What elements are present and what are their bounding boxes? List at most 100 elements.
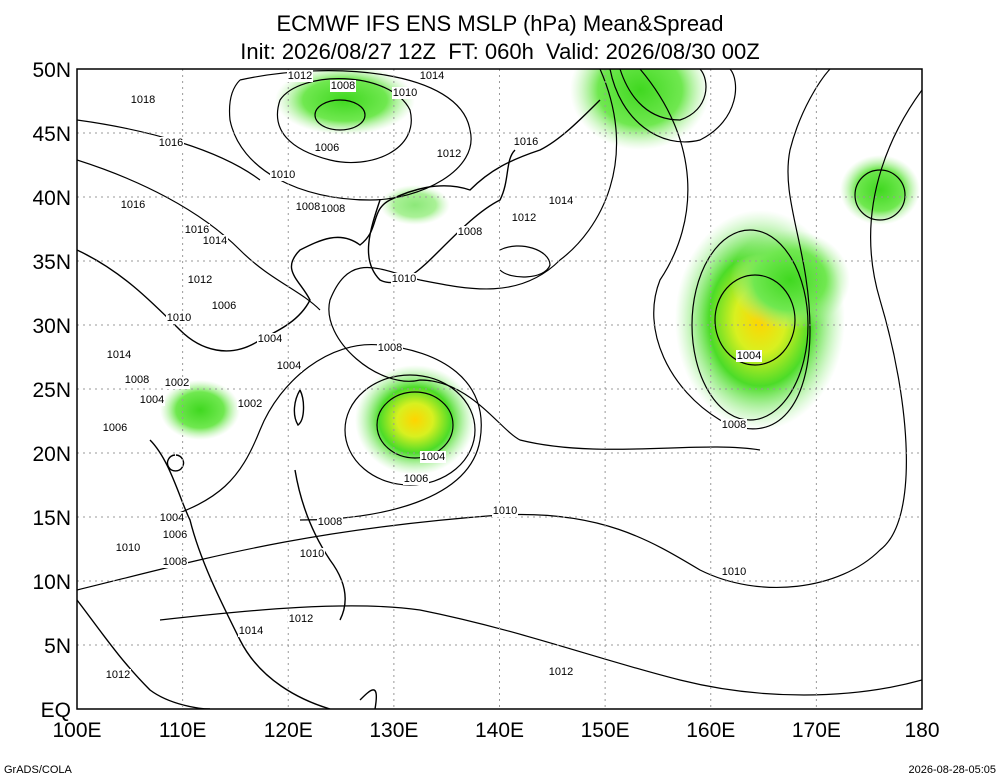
contour-label: 1008 xyxy=(318,516,342,528)
contour-label-bg xyxy=(115,542,141,554)
contour-label-bg xyxy=(392,87,418,99)
contour-label: 1014 xyxy=(420,70,444,82)
x-axis-label: 180 xyxy=(904,719,939,742)
contour-label-bg xyxy=(377,342,403,354)
contour-label: 1008 xyxy=(331,80,355,92)
contour-label-bg xyxy=(164,377,190,389)
isobar xyxy=(276,78,412,164)
contour-label-bg xyxy=(457,226,483,238)
isobar xyxy=(609,69,737,143)
contour-label: 1018 xyxy=(131,94,155,106)
x-axis-label: 110E xyxy=(159,719,207,742)
y-axis-label: 10N xyxy=(32,571,71,594)
contour-label: 1006 xyxy=(163,529,187,541)
isobar xyxy=(376,391,454,459)
contour-label-bg xyxy=(158,137,184,149)
contour-label: 1004 xyxy=(277,360,301,372)
contour-label: 1010 xyxy=(493,505,517,517)
contour-label: 1016 xyxy=(514,136,538,148)
x-axis-label: 100E xyxy=(52,719,101,742)
contour-label-bg xyxy=(288,613,314,625)
contour-label: 1010 xyxy=(300,548,324,560)
contour-label: 1008 xyxy=(458,226,482,238)
coastline xyxy=(149,439,331,709)
contour-label: 1002 xyxy=(238,398,262,410)
isobar xyxy=(619,69,707,121)
contour-label-bg xyxy=(287,70,313,82)
contour-label-bg xyxy=(166,312,192,324)
y-axis-label: 50N xyxy=(32,59,71,82)
contour-label-bg xyxy=(511,212,537,224)
contour-label: 1010 xyxy=(392,273,416,285)
isobar xyxy=(691,229,809,421)
contour-label-bg xyxy=(276,360,302,372)
contour-label-bg xyxy=(105,669,131,681)
contour-label: 1008 xyxy=(125,374,149,386)
x-axis-label: 160E xyxy=(686,719,735,742)
isobar xyxy=(499,245,551,278)
contour-label-bg xyxy=(317,516,343,528)
spread-area xyxy=(355,365,475,475)
contour-label-bg xyxy=(721,566,747,578)
frame xyxy=(76,68,923,710)
isobar xyxy=(714,274,796,366)
isobar xyxy=(854,169,906,221)
contour-label: 1004 xyxy=(140,394,164,406)
coastline xyxy=(166,389,346,621)
contour-label-bg xyxy=(330,80,356,92)
y-axis-label: 35N xyxy=(32,251,71,274)
x-axis-label: 150E xyxy=(581,719,630,742)
spread-area xyxy=(730,230,850,330)
contour-label: 1014 xyxy=(203,235,227,247)
contour-label-bg xyxy=(106,349,132,361)
contour-label-bg xyxy=(436,148,462,160)
contour-label-bg xyxy=(420,451,446,463)
contour-label-bg xyxy=(295,201,321,213)
x-axis-label: 130E xyxy=(369,719,418,742)
y-axis-label: EQ xyxy=(41,699,71,722)
contour-label-bg xyxy=(736,350,762,362)
contour-label: 1002 xyxy=(165,377,189,389)
contour-label-bg xyxy=(257,333,283,345)
footer-right: 2026-08-28-05:05 xyxy=(909,764,996,776)
coastlines xyxy=(77,99,601,709)
contour-label: 1012 xyxy=(106,669,130,681)
contour-label: 1014 xyxy=(107,349,131,361)
x-axis-label: 120E xyxy=(264,719,313,742)
contour-label-bg xyxy=(299,548,325,560)
contour-label-bg xyxy=(187,274,213,286)
x-axis-label: 170E xyxy=(792,719,841,742)
contour-label: 1010 xyxy=(116,542,140,554)
contour-label: 1006 xyxy=(315,142,339,154)
contour-label: 1012 xyxy=(549,666,573,678)
contour-label: 1008 xyxy=(163,556,187,568)
isobar xyxy=(328,69,761,451)
isobar xyxy=(314,99,366,131)
y-axis-label: 45N xyxy=(32,123,71,146)
contour-label: 1010 xyxy=(393,87,417,99)
contour-label: 1012 xyxy=(437,148,461,160)
spread-shading xyxy=(160,69,920,475)
contour-label-bg xyxy=(202,235,228,247)
coastline xyxy=(77,99,601,352)
coastline xyxy=(77,599,377,709)
contour-label: 1008 xyxy=(321,203,345,215)
isobar xyxy=(159,605,922,696)
contour-label-bg xyxy=(548,666,574,678)
coastline xyxy=(367,149,516,284)
axis-labels: 100E 110E 120E 130E 140E 150E 160E 170E 180 50N 45… xyxy=(32,59,939,742)
isobar xyxy=(228,70,472,201)
y-axis-label: 40N xyxy=(32,187,71,210)
isobar xyxy=(77,89,922,591)
contour-label: 1012 xyxy=(188,274,212,286)
contour-label: 1004 xyxy=(160,512,184,524)
contour-label-bg xyxy=(238,625,264,637)
contour-label-bg xyxy=(162,529,188,541)
contour-label-bg xyxy=(237,398,263,410)
contour-label: 1010 xyxy=(722,566,746,578)
contour-label-bg xyxy=(391,273,417,285)
spread-area xyxy=(160,380,240,440)
contour-label-bg xyxy=(159,512,185,524)
